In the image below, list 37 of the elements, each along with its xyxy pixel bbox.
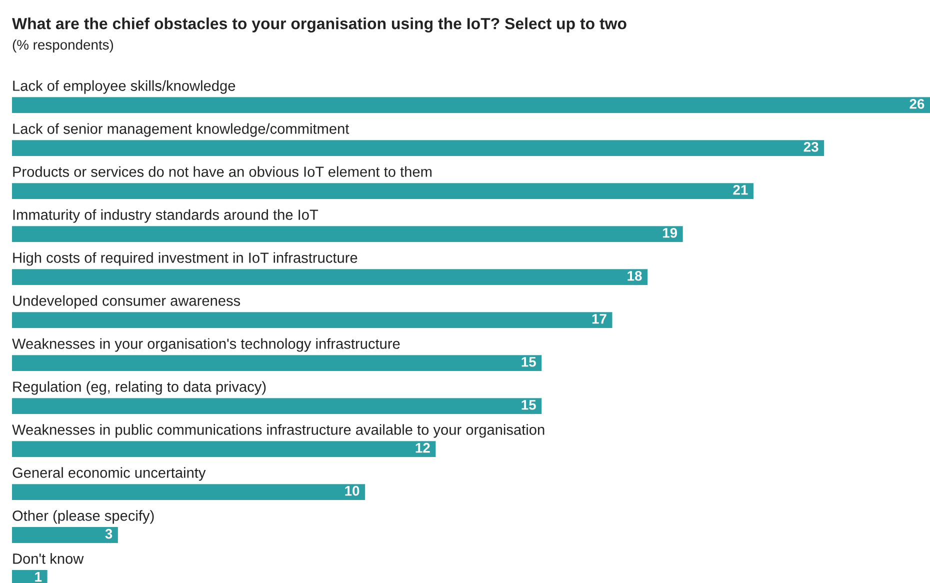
data-label: 15 (522, 400, 536, 410)
y-tick-label: General economic uncertainty (12, 467, 206, 481)
y-tick-label: Don't know (13, 553, 84, 564)
data-label: 23 (804, 142, 818, 152)
data-label: 1 (35, 572, 42, 582)
bar (12, 355, 542, 371)
y-tick-label: High costs of required investment in IoT infrastructure (13, 252, 358, 266)
bar (12, 527, 118, 543)
data-label: 26 (910, 98, 924, 109)
bar (12, 183, 754, 200)
data-label: 15 (522, 357, 536, 367)
data-label: 12 (416, 442, 430, 453)
bar (12, 312, 612, 328)
y-tick-label: Undeveloped consumer awareness (13, 295, 240, 309)
y-tick-label: Other (please specify) (12, 510, 154, 524)
bar (12, 97, 930, 114)
y-tick-label: Products or services do not have an obvious IoT element to them (13, 166, 432, 177)
y-tick-label: Weaknesses in your organisation's technology infrastructure (12, 338, 400, 352)
y-tick-label: Lack of employee skills/knowledge (13, 80, 236, 94)
bar (12, 269, 648, 286)
data-label: 21 (733, 184, 748, 195)
data-label: 10 (345, 486, 360, 496)
bar (12, 226, 683, 242)
y-tick-label: Immaturity of industry standards around the IoT (13, 209, 318, 223)
bar (12, 441, 436, 457)
data-label: 18 (628, 270, 642, 281)
y-tick-label: Regulation (eg, relating to data privacy) (13, 381, 266, 395)
bar (12, 484, 366, 500)
data-label: 3 (105, 528, 112, 539)
bar (12, 140, 824, 156)
data-label: 17 (592, 314, 606, 324)
y-tick-label: Weaknesses in public communications infrastructure available to your organisation (12, 424, 544, 438)
bar (12, 398, 542, 414)
y-tick-label: Lack of senior management knowledge/commitment (13, 123, 350, 137)
chart-subtitle: (% respondents) (12, 40, 114, 52)
data-label: 19 (662, 228, 678, 238)
chart-title: What are the chief obstacles to your organisation using the IoT? Select up to two (12, 18, 626, 32)
